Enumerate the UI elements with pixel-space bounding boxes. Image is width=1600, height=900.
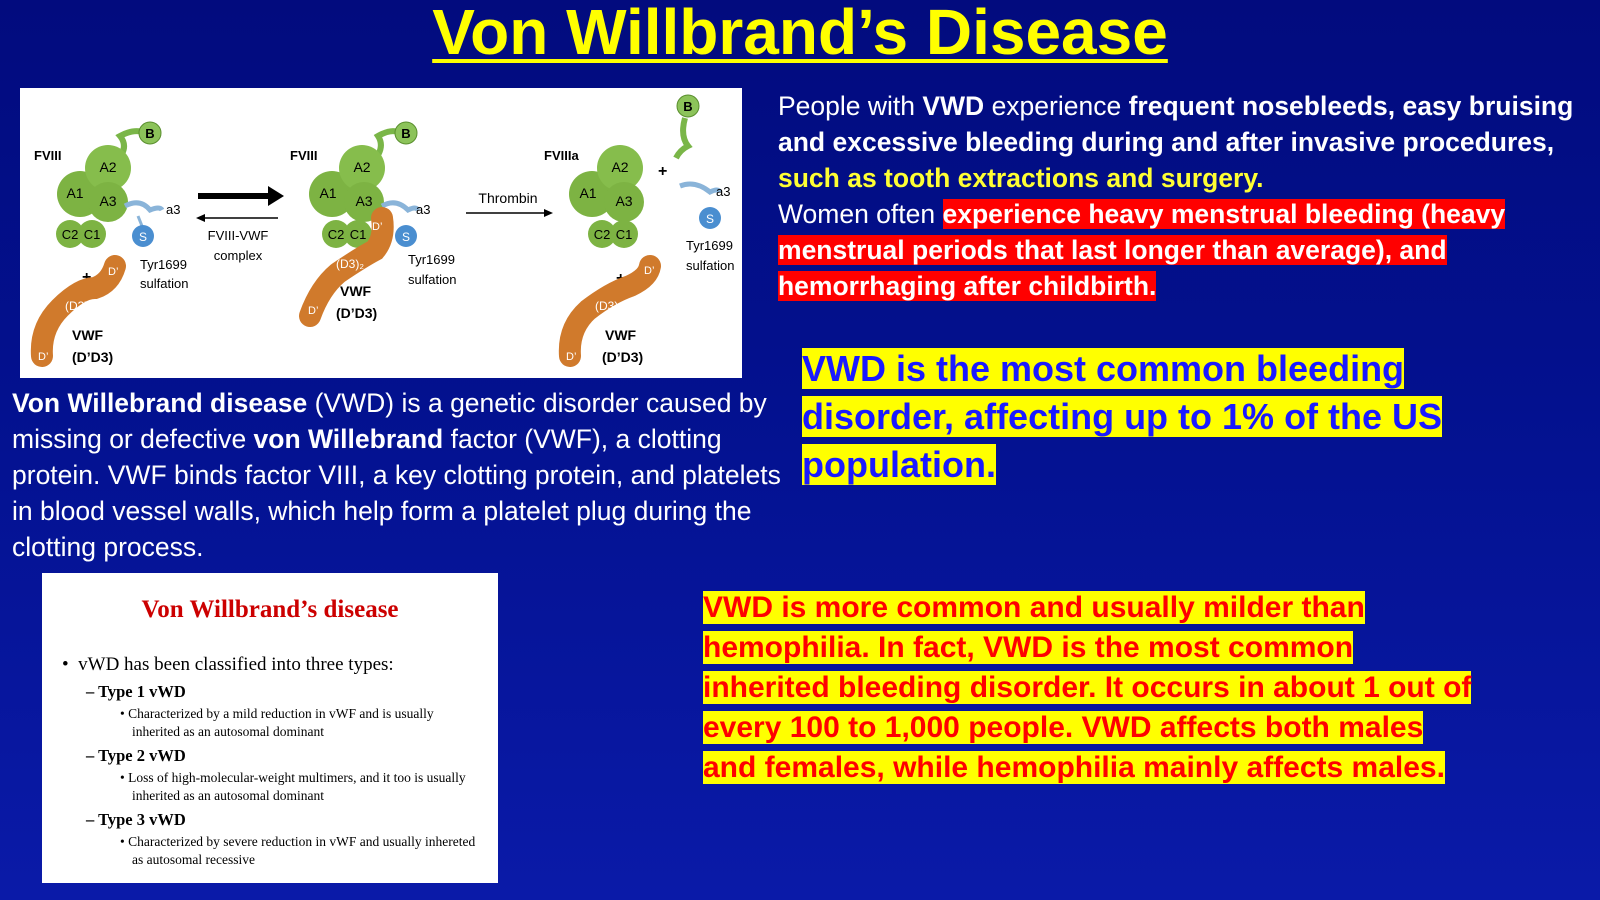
svg-text:a3: a3 bbox=[416, 202, 430, 217]
symptoms-part-5: such as tooth extractions and surgery. bbox=[778, 163, 1264, 193]
svg-text:sulfation: sulfation bbox=[408, 272, 456, 287]
page-title: Von Willbrand’s Disease bbox=[0, 0, 1600, 66]
svg-text:a3: a3 bbox=[166, 202, 180, 217]
svg-text:A2: A2 bbox=[99, 159, 116, 175]
symptoms-part-6: Women often bbox=[778, 199, 943, 229]
definition-text-2: factor (VWF), a clotting protein. VWF bi… bbox=[12, 424, 781, 562]
svg-text:C2: C2 bbox=[328, 227, 345, 242]
svg-text:A3: A3 bbox=[99, 193, 116, 209]
classification-title: Von Willbrand’s disease bbox=[141, 596, 399, 623]
svg-text:(D’D3): (D’D3) bbox=[602, 349, 643, 365]
vwf-molecule-left: D’ (D3)₂ D’ VWF (D’D3) bbox=[30, 255, 126, 367]
type-1-desc: • Characterized by a mild reduction in v… bbox=[120, 706, 434, 739]
prevalence-highlight: VWD is the most common bleeding disorder… bbox=[802, 345, 1542, 489]
vwf-molecule-right: D’ (D3)₂ D’ VWF (D’D3) bbox=[558, 255, 661, 367]
fviii-vwf-diagram: B FVIII A2 A1 A3 C2 C1 a3 S Tyr1699 sulf… bbox=[20, 88, 742, 378]
svg-text:A2: A2 bbox=[353, 159, 370, 175]
classification-intro: • vWD has been classified into three typ… bbox=[62, 654, 394, 675]
page-title-text: Von Willbrand’s Disease bbox=[432, 0, 1168, 68]
classification-slide: Von Willbrand’s disease • vWD has been c… bbox=[42, 573, 498, 883]
fviii-molecule-left: B FVIII A2 A1 A3 C2 C1 a3 S Tyr1699 sulf… bbox=[34, 121, 188, 291]
vwd-definition: Von Willebrand disease (VWD) is a geneti… bbox=[12, 385, 782, 565]
vwf-molecule-middle: D’ (D3)₂ D’ VWF (D’D3) bbox=[299, 207, 394, 327]
svg-text:+: + bbox=[658, 163, 667, 180]
svg-text:sulfation: sulfation bbox=[140, 276, 188, 291]
svg-text:C1: C1 bbox=[84, 227, 101, 242]
symptoms-part-3: experience bbox=[984, 91, 1129, 121]
svg-text:(D3)₂: (D3)₂ bbox=[595, 299, 623, 313]
svg-text:B: B bbox=[401, 126, 410, 141]
svg-text:C2: C2 bbox=[62, 227, 79, 242]
svg-text:A3: A3 bbox=[355, 193, 372, 209]
svg-text:S: S bbox=[706, 212, 714, 226]
fviii-molecule-middle: B FVIII A2 A1 A3 C2 C1 a3 S Tyr1699 sulf… bbox=[290, 121, 456, 287]
classification-list: • vWD has been classified into three typ… bbox=[62, 653, 482, 869]
svg-text:FVIIIa: FVIIIa bbox=[544, 148, 579, 163]
svg-text:D’: D’ bbox=[372, 221, 382, 233]
svg-text:(D’D3): (D’D3) bbox=[336, 305, 377, 321]
svg-text:D’: D’ bbox=[38, 351, 48, 363]
thrombin-arrow: Thrombin bbox=[466, 190, 553, 217]
svg-text:C1: C1 bbox=[350, 227, 367, 242]
equilibrium-arrows: FVIII-VWF complex bbox=[196, 186, 284, 263]
svg-text:D’: D’ bbox=[308, 305, 318, 317]
type-2-heading: – Type 2 vWD bbox=[86, 746, 186, 765]
svg-text:S: S bbox=[402, 230, 410, 244]
svg-text:C1: C1 bbox=[616, 227, 633, 242]
symptoms-part-1: People with bbox=[778, 91, 923, 121]
svg-text:S: S bbox=[139, 230, 147, 244]
prevalence-text: VWD is the most common bleeding disorder… bbox=[802, 348, 1443, 485]
svg-text:VWF: VWF bbox=[605, 327, 637, 343]
svg-text:a3: a3 bbox=[716, 184, 730, 199]
type-2-desc: • Loss of high-molecular-weight multimer… bbox=[120, 770, 466, 803]
svg-text:Tyr1699: Tyr1699 bbox=[140, 257, 187, 272]
svg-text:FVIII: FVIII bbox=[290, 148, 317, 163]
svg-text:FVIII: FVIII bbox=[34, 148, 61, 163]
svg-text:B: B bbox=[683, 99, 692, 114]
definition-text-1: (VWD) is a genetic disorder caused by mi… bbox=[12, 388, 767, 454]
svg-text:sulfation: sulfation bbox=[686, 258, 734, 273]
type-3-heading: – Type 3 vWD bbox=[86, 810, 186, 829]
svg-text:Thrombin: Thrombin bbox=[478, 190, 537, 206]
comparison-text: VWD is more common and usually milder th… bbox=[703, 591, 1472, 784]
svg-text:VWF: VWF bbox=[340, 283, 372, 299]
svg-text:VWF: VWF bbox=[72, 327, 104, 343]
svg-text:Tyr1699: Tyr1699 bbox=[408, 252, 455, 267]
fviiia-molecule-right: FVIIIa A2 A1 A3 C2 C1 + B a3 S Tyr1699 s… bbox=[544, 94, 734, 273]
svg-text:A1: A1 bbox=[319, 185, 336, 201]
svg-text:A3: A3 bbox=[615, 193, 632, 209]
svg-text:A2: A2 bbox=[611, 159, 628, 175]
svg-text:A1: A1 bbox=[579, 185, 596, 201]
symptoms-part-2: VWD bbox=[922, 91, 985, 121]
svg-text:complex: complex bbox=[214, 248, 263, 263]
symptoms-part-4: frequent nosebleeds, easy bruising and e… bbox=[778, 91, 1574, 157]
svg-text:A1: A1 bbox=[66, 185, 83, 201]
plus-sign-left: + bbox=[82, 269, 91, 286]
definition-bold-2: von Willebrand bbox=[253, 424, 444, 454]
svg-text:D’: D’ bbox=[108, 266, 118, 278]
symptoms-text: People with VWD experience frequent nose… bbox=[778, 88, 1578, 304]
svg-text:D’: D’ bbox=[644, 265, 654, 277]
comparison-highlight: VWD is more common and usually milder th… bbox=[703, 588, 1483, 788]
type-1-heading: – Type 1 vWD bbox=[86, 682, 186, 701]
type-3-desc: • Characterized by severe reduction in v… bbox=[120, 834, 476, 867]
svg-text:Tyr1699: Tyr1699 bbox=[686, 238, 733, 253]
svg-text:C2: C2 bbox=[594, 227, 611, 242]
svg-text:FVIII-VWF: FVIII-VWF bbox=[208, 228, 269, 243]
svg-text:(D3)₂: (D3)₂ bbox=[336, 257, 364, 271]
definition-bold-1: Von Willebrand disease bbox=[12, 388, 308, 418]
svg-text:B: B bbox=[145, 126, 154, 141]
svg-text:(D’D3): (D’D3) bbox=[72, 349, 113, 365]
svg-text:D’: D’ bbox=[566, 351, 576, 363]
svg-text:(D3)₂: (D3)₂ bbox=[65, 299, 93, 313]
